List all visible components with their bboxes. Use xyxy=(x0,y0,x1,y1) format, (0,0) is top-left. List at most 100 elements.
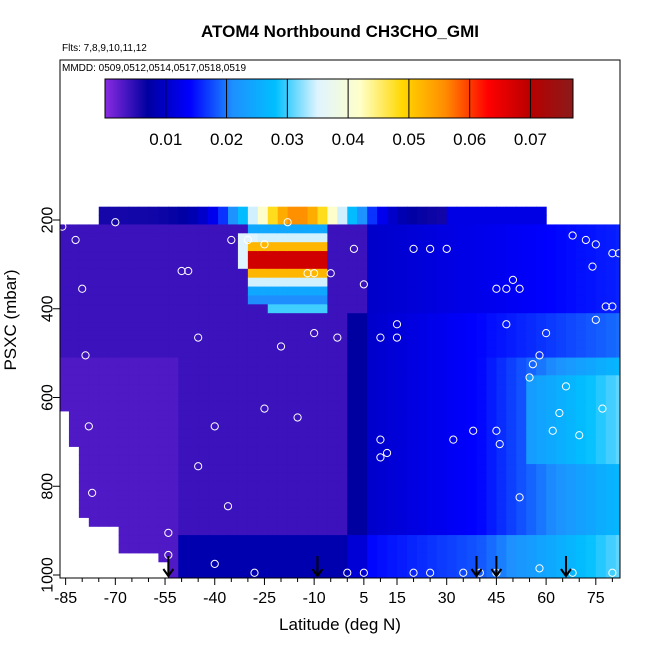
arrow-head xyxy=(311,568,324,578)
heatmap-cell xyxy=(257,313,269,323)
arrow-head xyxy=(560,568,572,578)
heatmap-cell xyxy=(446,251,458,261)
heatmap-cell xyxy=(267,490,279,501)
y-tick-label: 600 xyxy=(40,384,57,411)
heatmap-cell xyxy=(237,446,249,456)
sample-point xyxy=(359,280,368,289)
heatmap-cell xyxy=(456,339,468,350)
heatmap-cell xyxy=(496,224,507,234)
heatmap-cell xyxy=(595,472,607,483)
heatmap-cell xyxy=(357,251,368,261)
sample-point xyxy=(164,528,173,537)
heatmap-cell xyxy=(218,330,229,341)
heatmap-cell xyxy=(556,455,567,465)
heatmap-cell xyxy=(506,410,517,421)
heatmap-cell xyxy=(476,268,488,279)
heatmap-cell xyxy=(188,437,199,447)
heatmap-cell xyxy=(178,215,189,226)
heatmap-cell xyxy=(595,259,607,270)
heatmap-cell xyxy=(148,259,160,270)
heatmap-cell xyxy=(396,401,408,412)
heatmap-cell xyxy=(456,330,468,341)
y-tick-label: 400 xyxy=(40,295,57,322)
heatmap-cell xyxy=(108,490,120,501)
heatmap-cell xyxy=(357,384,368,394)
heatmap-cell xyxy=(496,526,507,536)
heatmap-cell xyxy=(208,251,219,261)
heatmap-cell xyxy=(277,366,289,376)
heatmap-cell xyxy=(565,481,577,492)
sample-point xyxy=(293,413,302,422)
heatmap-cell xyxy=(138,322,150,332)
heatmap-cell xyxy=(208,401,219,412)
heatmap-cell xyxy=(565,410,577,421)
heatmap-cell xyxy=(148,517,160,527)
heatmap-cell xyxy=(605,277,617,288)
heatmap-cell xyxy=(406,455,418,465)
heatmap-cell xyxy=(148,357,160,368)
heatmap-cell xyxy=(506,268,517,279)
heatmap-cell xyxy=(148,375,160,385)
heatmap-cell xyxy=(605,472,617,483)
heatmap-cell xyxy=(516,277,527,288)
heatmap-cell xyxy=(396,481,408,492)
heatmap-cell xyxy=(297,366,309,376)
heatmap-cell xyxy=(516,499,527,510)
heatmap-cell xyxy=(595,499,607,510)
heatmap-cell xyxy=(128,535,140,545)
heatmap-cell xyxy=(446,517,458,527)
heatmap-cell xyxy=(118,499,130,510)
heatmap-cell xyxy=(297,526,309,536)
heatmap-cell xyxy=(237,251,249,261)
heatmap-cell xyxy=(377,535,388,545)
heatmap-cell xyxy=(357,322,368,332)
heatmap-cell xyxy=(68,419,80,430)
heatmap-cell xyxy=(227,464,239,474)
heatmap-cell xyxy=(546,393,557,403)
heatmap-cell xyxy=(118,410,130,421)
heatmap-cell xyxy=(516,233,527,243)
heatmap-cell xyxy=(68,286,80,297)
heatmap-cell xyxy=(138,419,150,430)
heatmap-cell xyxy=(615,259,620,270)
heatmap-cell xyxy=(466,384,478,394)
heatmap-cell xyxy=(337,552,348,563)
heatmap-cell xyxy=(456,322,468,332)
heatmap-cell xyxy=(158,295,169,305)
heatmap-cell xyxy=(406,428,418,439)
heatmap-cell xyxy=(516,526,527,536)
heatmap-cell xyxy=(287,259,299,270)
heatmap-cell xyxy=(506,322,517,332)
heatmap-cell xyxy=(416,366,428,376)
heatmap-cell xyxy=(456,259,468,270)
heatmap-cell xyxy=(247,357,259,368)
heatmap-cell xyxy=(496,481,507,492)
heatmap-cell xyxy=(416,428,428,439)
heatmap-cell xyxy=(565,242,577,252)
sample-point xyxy=(542,329,551,338)
heatmap-cell xyxy=(357,437,368,447)
heatmap-cell xyxy=(406,215,418,226)
heatmap-cell xyxy=(565,561,577,572)
heatmap-cell xyxy=(595,348,607,359)
heatmap-cell xyxy=(536,517,547,527)
heatmap-cell xyxy=(347,410,358,421)
heatmap-cell xyxy=(257,570,269,578)
heatmap-cell xyxy=(78,428,90,439)
heatmap-cell xyxy=(516,517,527,527)
heatmap-cell xyxy=(536,259,547,270)
heatmap-cell xyxy=(496,472,507,483)
heatmap-cell xyxy=(138,526,150,536)
heatmap-cell xyxy=(198,384,209,394)
heatmap-cell xyxy=(536,295,547,305)
heatmap-cell xyxy=(178,224,189,234)
heatmap-cell xyxy=(60,330,70,341)
heatmap-cell xyxy=(426,215,438,226)
heatmap-cell xyxy=(188,481,199,492)
heatmap-cell xyxy=(585,437,597,447)
heatmap-cell xyxy=(128,295,140,305)
x-axis: -85 -70 -55 -40 -25 -10 5 15 30 45 60 75 xyxy=(54,578,613,607)
heatmap-cell xyxy=(436,437,448,447)
heatmap-cell xyxy=(526,410,537,421)
heatmap-cell xyxy=(387,215,398,226)
